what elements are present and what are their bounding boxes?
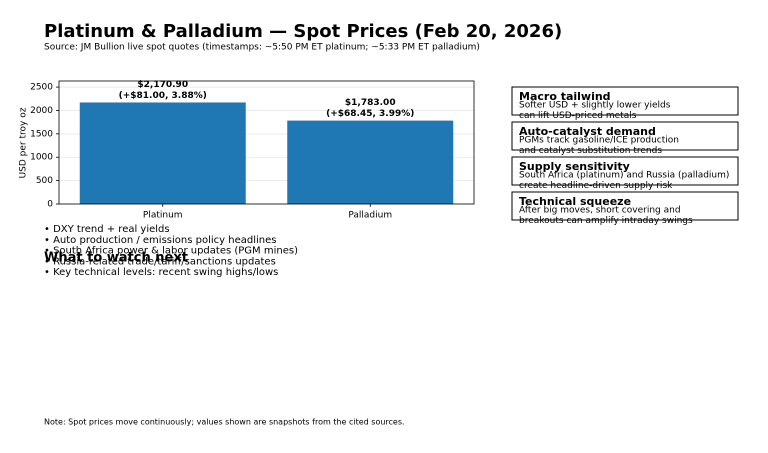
- card: [511, 156, 739, 186]
- bullet: • South Africa power & labor updates (PG…: [44, 246, 298, 257]
- y-tick-label: 2000: [30, 106, 53, 116]
- note: Note: Spot prices move continuously; val…: [44, 418, 405, 427]
- bullet: • Auto production / emissions policy hea…: [44, 235, 276, 246]
- y-axis-label: USD per troy oz: [19, 107, 29, 178]
- card-title: Supply sensitivity: [519, 160, 630, 173]
- x-tick-label: Platinum: [143, 211, 183, 221]
- card-body: breakouts can amplify intraday swings: [519, 216, 693, 226]
- card-body: Softer USD + slightly lower yields: [519, 101, 671, 111]
- card-title: Macro tailwind: [519, 90, 611, 103]
- chart-title: Platinum & Palladium — Spot Prices (Feb …: [44, 21, 562, 42]
- x-tick-label: Palladium: [348, 211, 392, 221]
- y-tick-label: 1000: [30, 153, 53, 163]
- watch-heading: What to watch next: [44, 251, 188, 266]
- change-label: (+$68.45, 3.99%): [326, 109, 414, 119]
- change-label: (+$81.00, 3.88%): [119, 91, 207, 101]
- value-label: $2,170.90: [137, 80, 188, 90]
- y-tick-label: 1500: [30, 129, 53, 139]
- card-body: South Africa (platinum) and Russia (pall…: [519, 171, 729, 181]
- y-tick-label: 0: [47, 200, 53, 210]
- bar: [79, 102, 246, 204]
- value-label: $1,783.00: [345, 98, 396, 108]
- card-title: Auto-catalyst demand: [519, 125, 656, 138]
- card: [511, 121, 739, 151]
- y-tick-label: 2500: [30, 83, 53, 93]
- card-body: can lift USD-priced metals: [519, 111, 637, 121]
- card-title: Technical squeeze: [519, 195, 631, 208]
- bullet: • DXY trend + real yields: [44, 224, 170, 235]
- card-body: create headline-driven supply risk: [519, 181, 673, 191]
- card: [511, 86, 739, 116]
- card: [511, 191, 739, 221]
- card-body: PGMs track gasoline/ICE production: [519, 136, 679, 146]
- bar: [287, 120, 454, 204]
- bullet: • Key technical levels: recent swing hig…: [44, 267, 278, 278]
- bullet: • Russia-related trade/tariff/sanctions …: [44, 256, 276, 267]
- y-tick-label: 500: [36, 176, 53, 186]
- subtitle: Source: JM Bullion live spot quotes (tim…: [44, 43, 480, 53]
- card-body: After big moves, short covering and: [519, 206, 681, 216]
- card-body: and catalyst substitution trends: [519, 146, 662, 156]
- plot-frame: [58, 80, 475, 205]
